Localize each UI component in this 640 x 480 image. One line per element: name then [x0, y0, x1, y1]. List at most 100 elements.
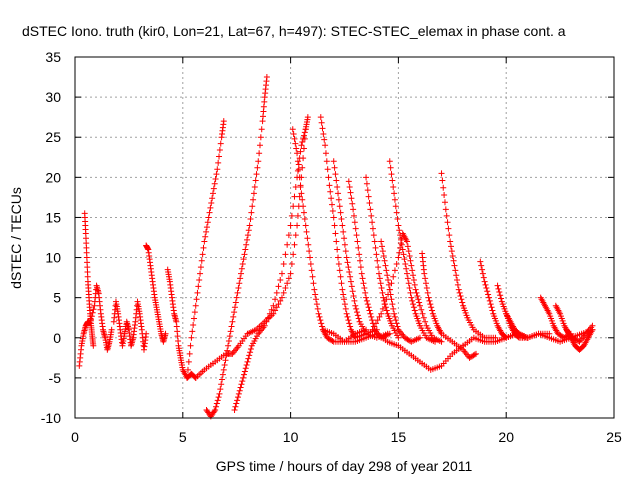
data-point — [215, 394, 222, 401]
data-point — [295, 166, 302, 173]
data-point — [411, 307, 418, 314]
data-point — [300, 203, 307, 210]
data-point — [241, 251, 248, 258]
x-tick-labels: 0 5 10 15 20 25 — [71, 429, 622, 445]
data-point — [408, 294, 415, 301]
data-point — [406, 252, 413, 259]
data-point — [214, 397, 221, 404]
data-point — [396, 227, 403, 234]
data-point — [426, 297, 433, 304]
data-point — [231, 406, 238, 413]
data-point — [365, 304, 372, 311]
series-10 — [317, 114, 380, 341]
data-point — [270, 302, 277, 309]
data-point — [348, 195, 355, 202]
data-point — [404, 243, 411, 250]
data-point — [370, 232, 377, 239]
data-point — [88, 313, 95, 320]
data-point — [250, 190, 257, 197]
data-point — [363, 180, 370, 187]
data-point — [404, 275, 411, 282]
data-point — [237, 384, 244, 391]
data-point — [345, 178, 352, 185]
data-point — [352, 302, 359, 309]
data-point — [275, 301, 282, 308]
data-point — [330, 214, 337, 221]
data-point — [277, 297, 284, 304]
data-point — [207, 204, 214, 211]
data-point — [294, 158, 301, 165]
series-11 — [330, 158, 391, 341]
data-point — [302, 126, 309, 133]
series-9 — [289, 126, 370, 345]
data-point — [243, 241, 250, 248]
data-point — [416, 302, 423, 309]
data-point — [353, 232, 360, 239]
data-point — [298, 190, 305, 197]
data-point — [240, 256, 247, 263]
data-point — [335, 190, 342, 197]
data-point — [321, 136, 328, 143]
data-point — [184, 374, 191, 381]
data-point — [261, 322, 268, 329]
data-point — [347, 273, 354, 280]
data-point — [378, 285, 385, 292]
data-point — [449, 252, 456, 259]
data-point — [478, 262, 485, 269]
data-point — [389, 177, 396, 184]
data-point — [395, 222, 402, 229]
data-point — [297, 148, 304, 155]
data-point — [266, 310, 273, 317]
data-point — [380, 252, 387, 259]
data-point — [381, 257, 388, 264]
data-point — [232, 403, 239, 410]
series-23 — [503, 310, 553, 341]
data-point — [190, 321, 197, 328]
data-point — [309, 273, 316, 280]
data-point — [238, 381, 245, 388]
data-point — [368, 212, 375, 219]
series-2 — [110, 298, 150, 353]
data-point — [423, 285, 430, 292]
data-point — [339, 286, 346, 293]
data-point — [480, 274, 487, 281]
y-tick-label: -5 — [49, 370, 62, 386]
x-tick-label: 10 — [283, 429, 299, 445]
data-point — [383, 307, 390, 314]
data-point — [498, 295, 505, 302]
data-point — [456, 289, 463, 296]
data-point — [459, 299, 466, 306]
y-tick-label: 25 — [45, 129, 61, 145]
data-point — [340, 228, 347, 235]
series-26 — [563, 326, 596, 353]
data-point — [235, 285, 242, 292]
data-point — [208, 200, 215, 207]
data-point — [319, 323, 326, 330]
data-point — [355, 244, 362, 251]
data-point — [374, 257, 381, 264]
y-tick-label: 35 — [45, 49, 61, 65]
data-point — [347, 323, 354, 330]
data-point — [363, 294, 370, 301]
data-point — [282, 251, 289, 258]
x-tick-label: 15 — [391, 429, 407, 445]
data-point — [238, 265, 245, 272]
data-point — [247, 216, 254, 223]
data-point — [402, 260, 409, 267]
data-point — [192, 302, 199, 309]
data-point — [439, 177, 446, 184]
axis-ticks — [74, 56, 615, 419]
data-point — [328, 201, 335, 208]
data-point — [345, 317, 352, 324]
data-point — [240, 374, 247, 381]
data-point — [195, 283, 202, 290]
data-point — [452, 267, 459, 274]
data-point — [353, 305, 360, 312]
series-1 — [76, 282, 115, 369]
data-point — [231, 309, 238, 316]
data-point — [242, 246, 249, 253]
data-point — [292, 183, 299, 190]
data-point — [312, 291, 319, 298]
data-point — [214, 166, 221, 173]
data-point — [420, 314, 427, 321]
